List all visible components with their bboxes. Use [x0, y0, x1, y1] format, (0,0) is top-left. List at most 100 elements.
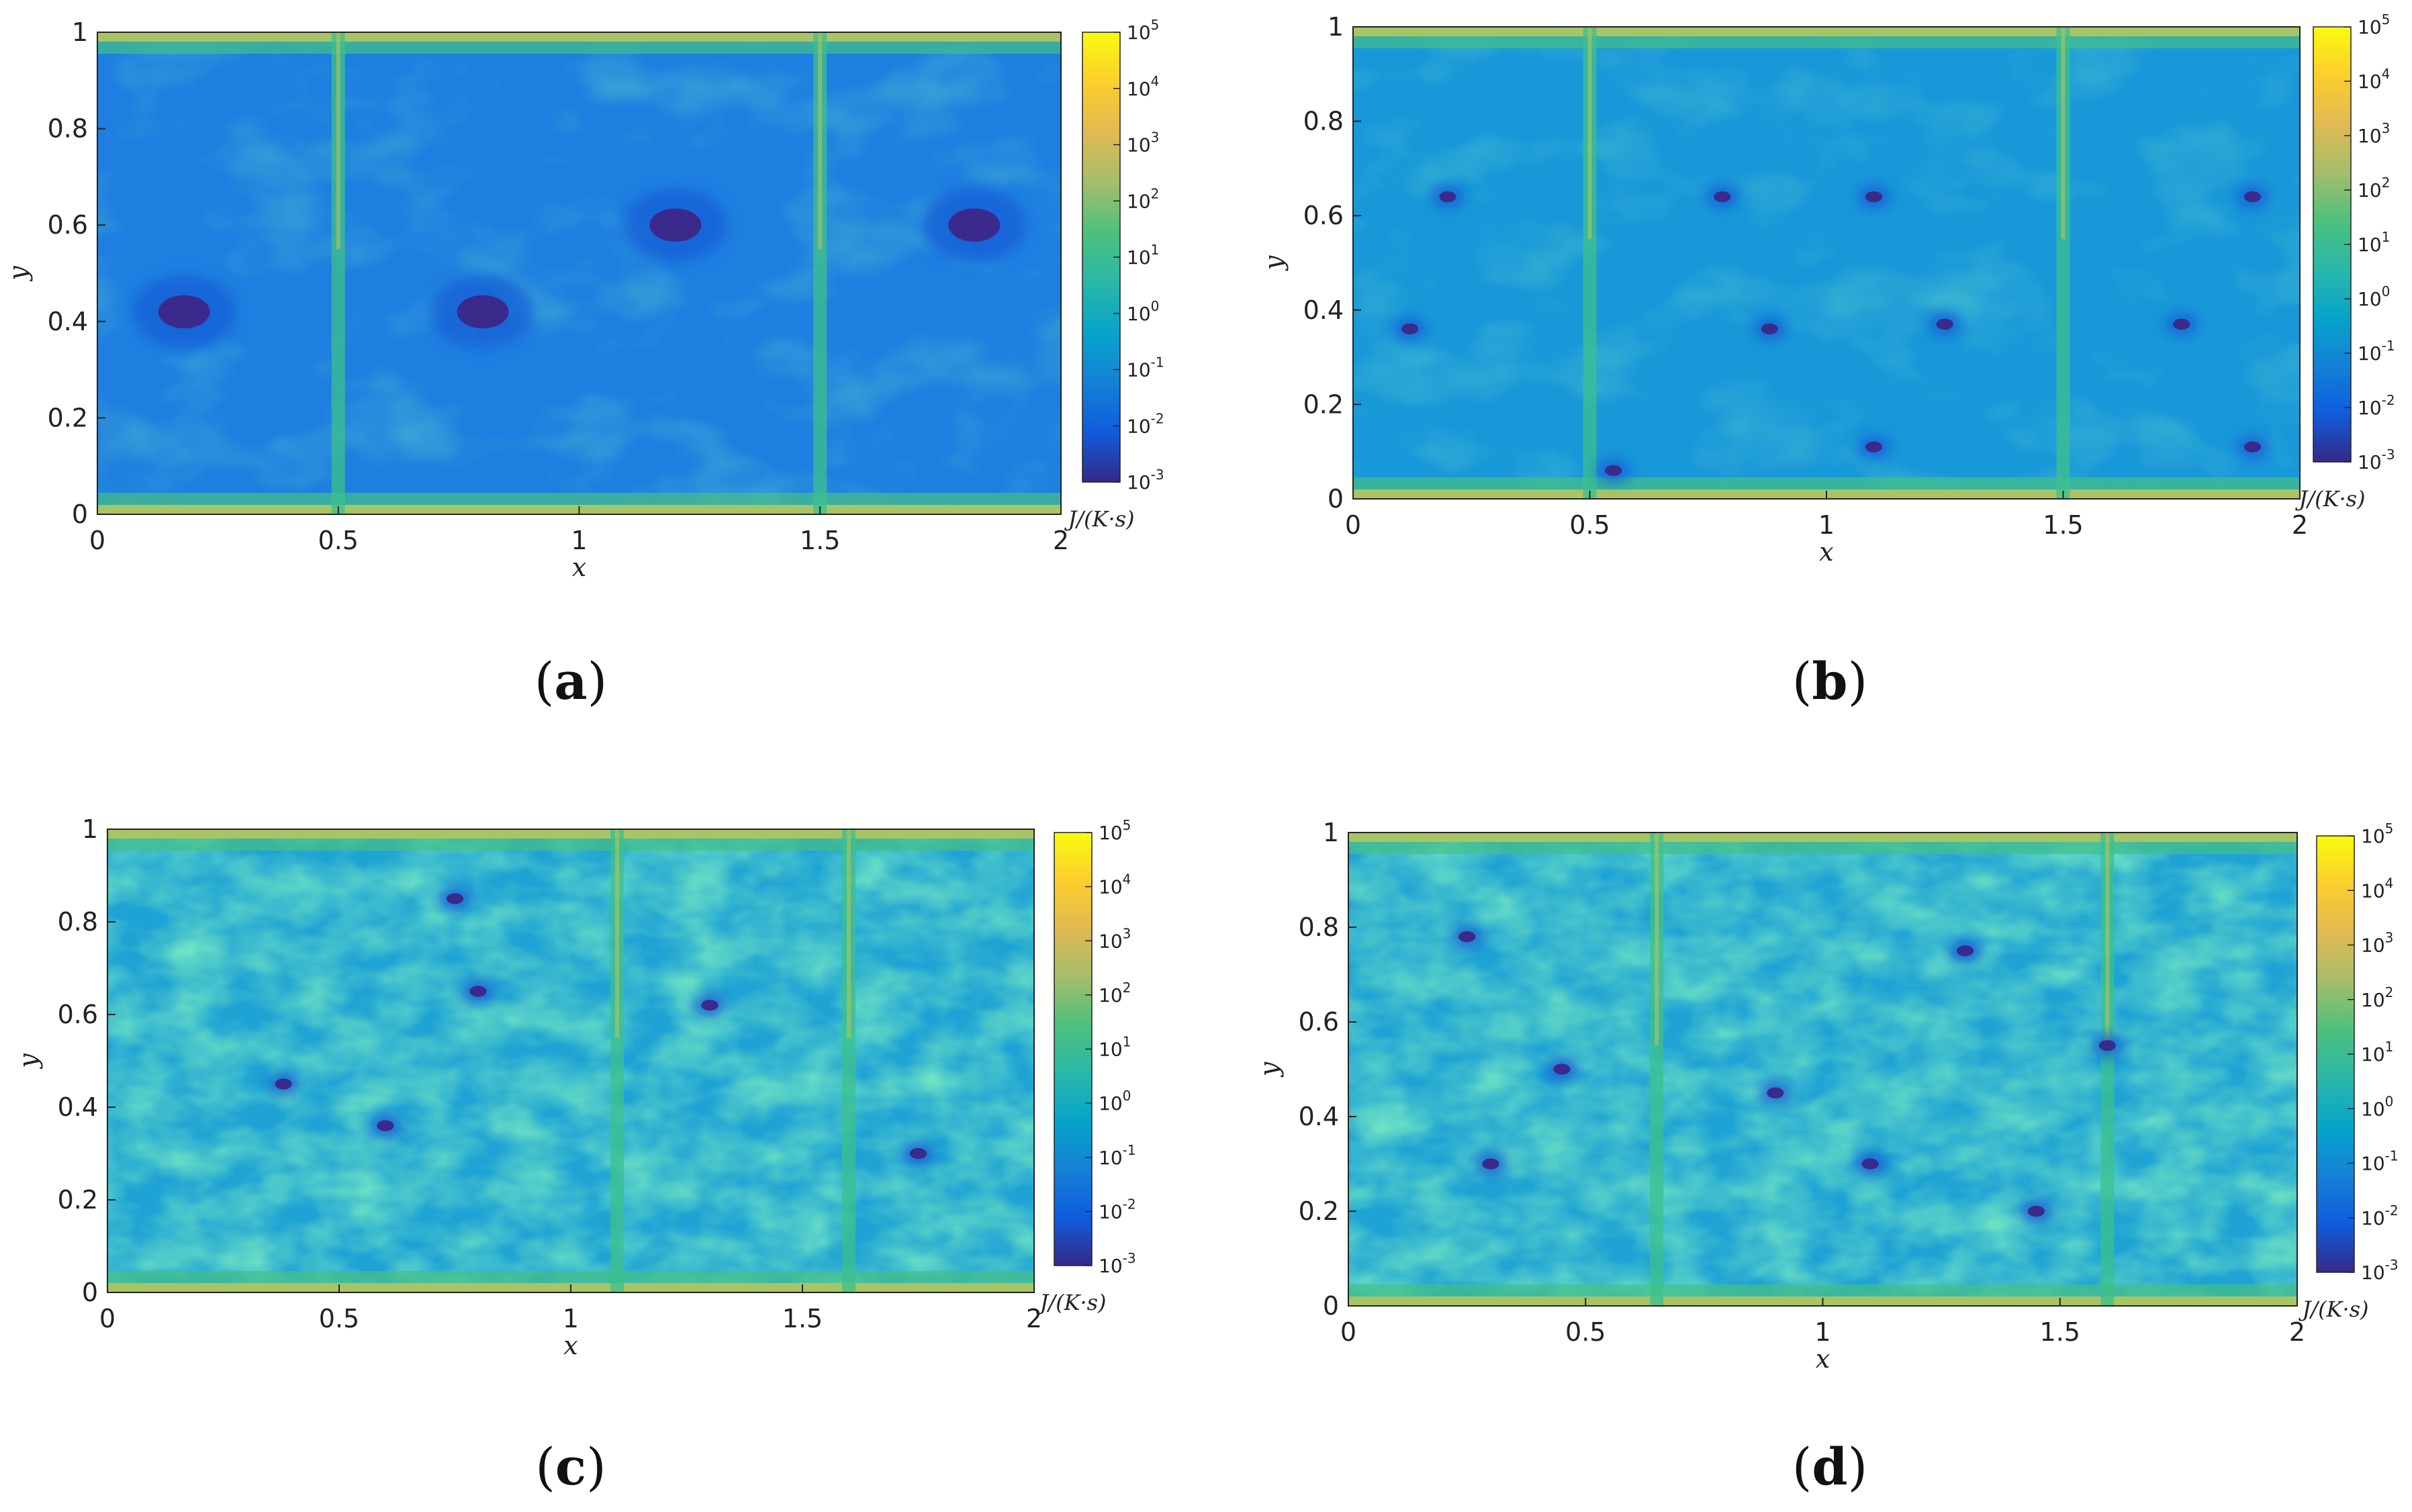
colorbar-tick-label: 102: [2361, 984, 2393, 1011]
y-tick-label: 0.2: [1303, 389, 1344, 419]
y-tick-label: 0.6: [58, 1000, 98, 1029]
colorbar-unit-label: J/(K·s): [2294, 486, 2365, 512]
x-tick-label: 0: [99, 1304, 115, 1333]
field-texture: [107, 829, 1034, 1292]
field: [107, 829, 1034, 1292]
vortex-minimum-7: [2173, 318, 2190, 330]
vortex-minimum-3: [1761, 323, 1778, 335]
field: [97, 32, 1061, 514]
colorbar-tick-label: 10-2: [1099, 1196, 1136, 1223]
y-tick-label: 0.6: [48, 210, 88, 240]
top-boundary-glow: [1348, 842, 2297, 854]
vortex-minimum-0: [158, 295, 210, 329]
colorbar-tick-label: 10-3: [1099, 1250, 1136, 1277]
caption-c: (c): [535, 1437, 606, 1497]
y-axis-label: y: [1254, 1061, 1284, 1078]
colorbar-tick-label: 10-2: [2358, 392, 2395, 419]
colorbar-tick-label: 104: [2361, 875, 2393, 902]
x-tick-label: 2: [2289, 1317, 2305, 1347]
vortex-minimum-5: [1767, 1087, 1784, 1098]
top-boundary-glow: [107, 839, 1034, 851]
y-tick-label: 0.6: [1303, 201, 1344, 230]
colorbar-tick-label: 103: [1127, 130, 1159, 156]
colorbar-tick-label: 105: [1127, 17, 1159, 44]
y-tick-label: 0.4: [1303, 295, 1344, 325]
x-tick-label: 1.5: [2040, 1317, 2080, 1347]
colorbar-unit-label: J/(K·s): [1064, 506, 1134, 532]
y-tick-label: 0.8: [58, 907, 98, 937]
vortex-minimum-2: [909, 1147, 927, 1160]
y-axis-label: y: [13, 1053, 43, 1070]
x-tick-label: 0: [1340, 1317, 1356, 1347]
x-tick-label: 2: [1026, 1304, 1042, 1333]
caption-d: (d): [1792, 1437, 1868, 1497]
vortex-minimum-7: [1482, 1158, 1499, 1170]
bottom-boundary-glow: [97, 493, 1061, 505]
y-tick-label: 1: [82, 814, 98, 844]
vortex-minimum-6: [2027, 1205, 2045, 1217]
vortex-minimum-3: [948, 208, 1001, 242]
colorbar-tick-label: 105: [2358, 11, 2390, 38]
vortex-minimum-0: [1458, 931, 1476, 943]
plume-1: [2100, 833, 2115, 1306]
colorbar-tick-label: 101: [1127, 242, 1159, 269]
heatmap-panel-c: 0 0.5 1 1.5 2 0 0.2 0.4 0.6 0.8 1 x y 10-3 10-2 10-1 100…: [0, 802, 1213, 1413]
top-boundary-glow: [97, 42, 1061, 54]
vortex-minimum-0: [275, 1078, 292, 1090]
y-tick-label: 1: [72, 17, 88, 47]
colorbar-tick-label: 104: [2358, 66, 2390, 93]
plume-core-1: [818, 32, 823, 250]
field: [1353, 27, 2300, 499]
y-tick-label: 0.6: [1299, 1007, 1339, 1037]
colorbar-tick-label: 100: [1099, 1088, 1131, 1115]
caption-a: (a): [534, 651, 608, 711]
plume-core-0: [1587, 27, 1592, 240]
colorbar-tick-label: 104: [1099, 871, 1131, 898]
colorbar-unit-label: J/(K·s): [1035, 1290, 1106, 1315]
plume-0: [331, 32, 345, 514]
plume-core-1: [2061, 27, 2066, 240]
colorbar-tick-label: 10-3: [1127, 467, 1164, 493]
y-tick-label: 0.4: [48, 307, 88, 336]
top-boundary-layer: [97, 32, 1061, 42]
vortex-minimum-6: [1936, 318, 1953, 330]
heatmap-panel-d: 0 0.5 1 1.5 2 0 0.2 0.4 0.6 0.8 1 x y 10-3 10-2 10-1 100…: [1249, 802, 2412, 1427]
vortex-minimum-3: [469, 986, 487, 997]
y-tick-label: 0: [1323, 1291, 1339, 1321]
y-tick-label: 0.2: [48, 403, 88, 432]
vortex-minimum-4: [2098, 1040, 2116, 1051]
colorbar-tick-label: 10-2: [1127, 410, 1164, 437]
vortex-minimum-3: [1956, 945, 1974, 957]
plume-core-1: [2105, 833, 2110, 1046]
vortex-minimum-1: [457, 295, 509, 329]
colorbar-tick-label: 10-1: [1099, 1142, 1136, 1169]
plume-0: [1650, 833, 1664, 1306]
y-tick-label: 1: [1328, 12, 1344, 42]
x-tick-label: 0.5: [319, 1304, 359, 1333]
vortex-minimum-1: [1401, 323, 1419, 335]
plume-1: [813, 32, 827, 514]
x-axis-label: x: [1816, 1344, 1830, 1374]
x-axis-label: x: [563, 1331, 577, 1360]
colorbar-tick-label: 103: [2358, 120, 2390, 147]
y-tick-label: 1: [1323, 818, 1339, 847]
x-tick-label: 0.5: [1569, 510, 1610, 540]
y-tick-label: 0: [82, 1278, 98, 1307]
field-texture: [97, 32, 1061, 514]
colorbar-tick-label: 103: [1099, 925, 1131, 952]
plume-core-0: [336, 32, 340, 250]
colorbar-tick-label: 100: [1127, 298, 1159, 325]
plume-0: [1583, 27, 1597, 499]
colorbar-unit-label: J/(K·s): [2298, 1296, 2368, 1322]
vortex-minimum-9: [2243, 441, 2262, 453]
x-tick-label: 1.5: [2043, 510, 2083, 540]
x-tick-label: 1: [563, 1304, 579, 1333]
colorbar-tick-label: 100: [2358, 283, 2390, 310]
colorbar-tick-label: 10-1: [2358, 338, 2395, 365]
y-tick-label: 0.4: [58, 1092, 98, 1122]
x-axis-label: x: [1819, 537, 1833, 567]
bottom-boundary-glow: [1348, 1284, 2297, 1296]
x-tick-label: 1.5: [782, 1304, 823, 1333]
top-boundary-glow: [1353, 36, 2300, 48]
x-tick-label: 0: [89, 526, 105, 555]
